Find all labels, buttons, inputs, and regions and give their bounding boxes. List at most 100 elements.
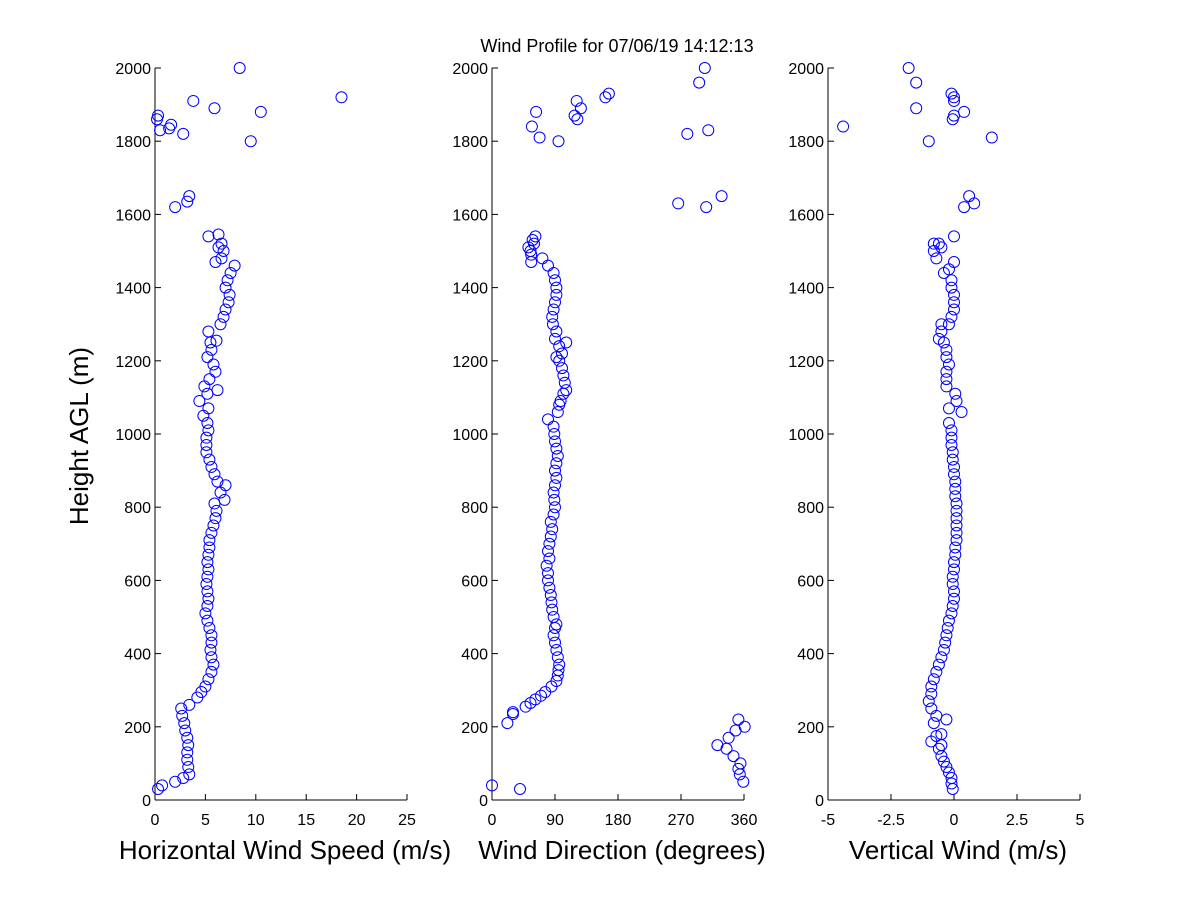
data-point <box>193 395 206 408</box>
data-point <box>910 76 923 89</box>
data-point <box>181 753 194 766</box>
data-point <box>203 373 216 386</box>
data-point <box>200 578 213 591</box>
data-point <box>950 519 963 532</box>
data-point <box>948 468 960 481</box>
x-axis-title: Wind Direction (degrees) <box>478 835 766 865</box>
data-point <box>738 720 751 733</box>
data-point <box>175 702 188 715</box>
data-point <box>946 453 959 466</box>
x-axis-title: Vertical Wind (m/s) <box>849 835 1067 865</box>
data-point <box>940 713 953 726</box>
data-point <box>221 274 234 287</box>
data-point <box>222 296 235 309</box>
data-point <box>205 629 218 642</box>
data-point <box>501 717 514 730</box>
data-point <box>205 636 218 649</box>
data-point <box>560 384 573 397</box>
data-point <box>202 548 215 561</box>
data-point <box>533 131 546 144</box>
data-point <box>948 460 960 473</box>
y-tick-label: 1400 <box>788 281 824 298</box>
data-point <box>902 62 915 74</box>
data-point <box>211 384 224 397</box>
data-point <box>208 497 221 510</box>
data-point <box>935 325 948 338</box>
data-point <box>514 783 526 796</box>
x-tick-label: 180 <box>605 812 632 829</box>
y-tick-label: 1200 <box>452 354 488 371</box>
y-tick-label: 600 <box>461 573 488 590</box>
x-tick-label: 360 <box>731 812 758 829</box>
y-tick-label: 400 <box>461 647 488 664</box>
data-point <box>930 709 943 722</box>
data-point <box>942 318 955 331</box>
data-point <box>201 600 214 613</box>
data-point <box>734 757 747 770</box>
data-point <box>200 431 213 444</box>
data-point <box>215 252 228 265</box>
data-point <box>547 486 560 499</box>
data-point <box>672 197 685 210</box>
data-point <box>536 252 549 265</box>
data-point <box>203 621 216 634</box>
data-point <box>946 570 959 583</box>
data-point <box>948 91 960 104</box>
data-point <box>546 523 559 536</box>
data-point <box>205 460 218 473</box>
data-point <box>203 534 216 547</box>
data-point <box>547 629 560 642</box>
x-tick-label: -5 <box>821 812 835 829</box>
y-tick-label: 1800 <box>452 134 488 151</box>
data-point <box>202 402 215 415</box>
data-point <box>930 665 943 678</box>
data-point <box>151 113 164 126</box>
x-tick-label: 25 <box>398 812 416 829</box>
data-point <box>698 62 711 74</box>
data-point <box>202 563 215 576</box>
data-point <box>217 310 230 323</box>
data-point <box>945 772 958 785</box>
data-point <box>176 709 189 722</box>
data-point <box>949 490 962 503</box>
y-tick-label: 2000 <box>788 61 824 78</box>
data-point <box>950 526 963 539</box>
data-point <box>543 581 556 594</box>
data-point <box>550 471 563 484</box>
y-tick-label: 800 <box>461 500 488 517</box>
data-point <box>208 102 221 115</box>
y-tick-label: 600 <box>124 573 151 590</box>
y-tick-label: 1400 <box>452 281 488 298</box>
y-tick-label: 1400 <box>115 281 151 298</box>
data-point <box>949 475 962 488</box>
data-point <box>209 255 222 268</box>
data-point <box>544 515 557 528</box>
data-point <box>181 746 194 759</box>
data-point <box>199 680 212 693</box>
data-point <box>201 570 214 583</box>
data-point <box>950 512 963 525</box>
data-point <box>940 380 953 393</box>
data-point <box>169 201 182 214</box>
data-point <box>910 102 923 115</box>
data-point <box>201 556 214 569</box>
data-point <box>571 113 584 126</box>
data-point <box>542 413 554 426</box>
data-point <box>556 362 568 375</box>
data-point <box>948 303 960 316</box>
data-point <box>550 618 563 631</box>
data-point <box>203 453 216 466</box>
data-point <box>199 607 212 620</box>
data-point <box>181 195 194 208</box>
data-point <box>946 600 959 613</box>
data-point <box>552 664 565 677</box>
y-tick-label: 1600 <box>452 207 488 224</box>
x-tick-label: 0 <box>950 812 959 829</box>
data-point <box>215 237 228 250</box>
data-point <box>681 127 694 140</box>
data-point <box>542 259 554 272</box>
data-point <box>219 479 232 492</box>
data-point <box>544 530 557 543</box>
data-point <box>945 777 958 790</box>
